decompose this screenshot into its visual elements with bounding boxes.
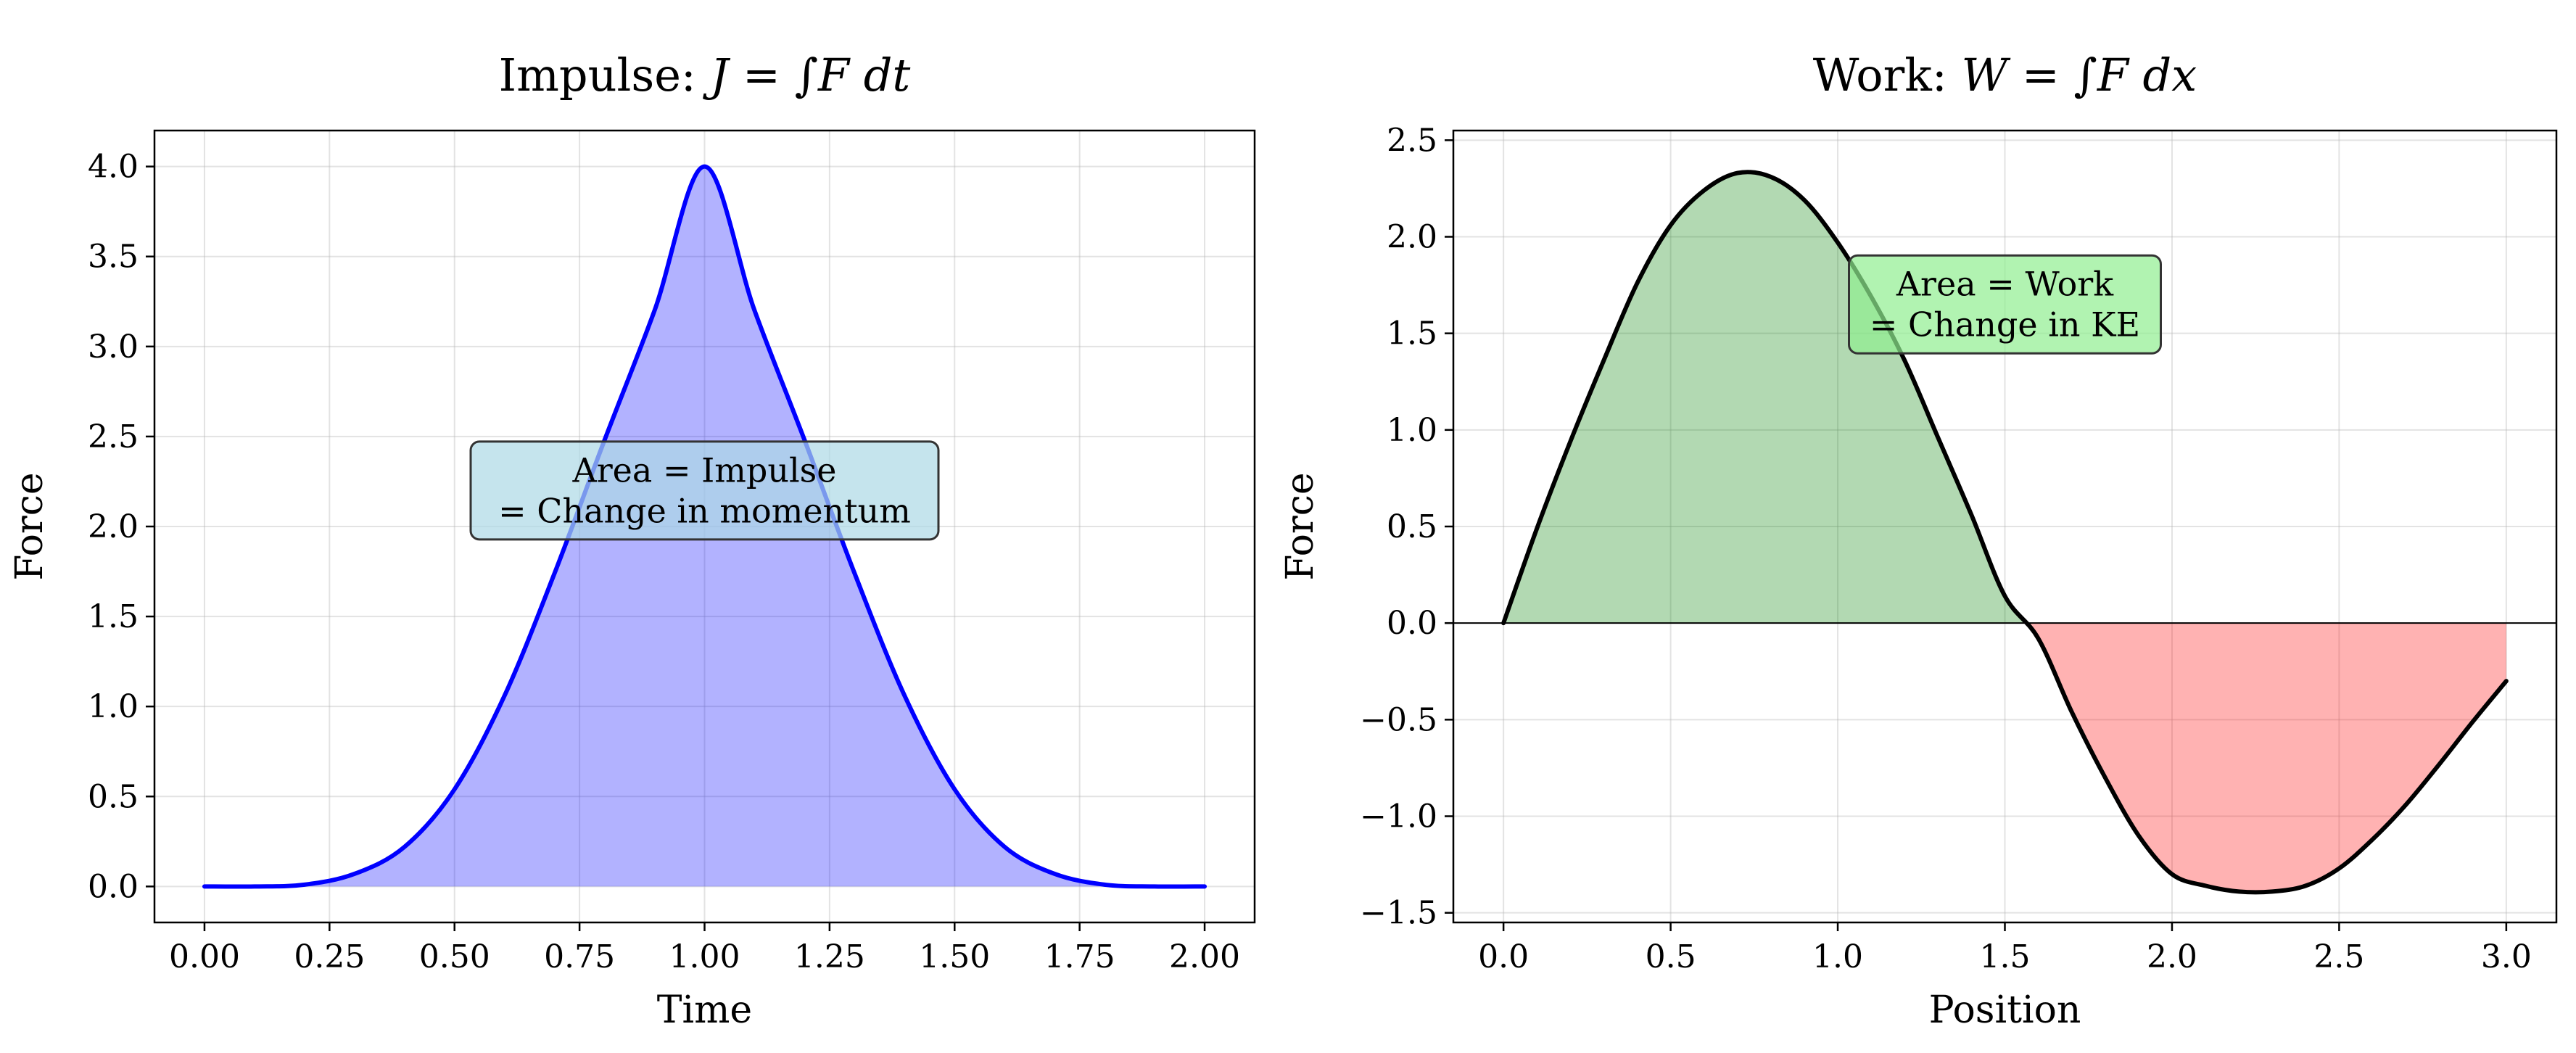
impulse-chart: 0.00 0.25 0.50 0.75 1.00 1.25 1.50 1.75 2.00 0.0 0…: [8, 49, 1256, 1032]
y-tick-label: 3.5: [88, 239, 139, 276]
x-axis-label: Time: [657, 988, 752, 1032]
x-tick-label: 0.0: [1478, 938, 1529, 975]
x-tick-label: 2.5: [2313, 938, 2364, 975]
annotation-text: = Change in momentum: [498, 491, 911, 530]
x-tick-label: 1.75: [1044, 938, 1115, 975]
negative-work-area: [1503, 623, 2506, 893]
x-tick-label: 1.00: [669, 938, 740, 975]
x-tick-label: 0.50: [419, 938, 490, 975]
annotation-text: = Change in KE: [1870, 305, 2140, 344]
x-tick-label: 2.0: [2147, 938, 2197, 975]
x-tick-label: 0.75: [544, 938, 615, 975]
x-tick-label: 3.0: [2481, 938, 2532, 975]
y-tick-label: 2.0: [88, 508, 139, 545]
y-tick-label: 0.0: [88, 868, 139, 905]
annotation-box: [469, 440, 940, 541]
x-tick-label: 0.00: [169, 938, 240, 975]
work-chart: 0.0 0.5 1.0 1.5 2.0 2.5 3.0 −1.5 −1.0 −0.5 0.0 0.5 1…: [1279, 49, 2558, 1032]
annotation: Area = Impulse= Change in momentum: [469, 440, 940, 541]
y-tick-label: 2.0: [1387, 218, 1437, 255]
x-axis-label: Position: [1929, 988, 2081, 1032]
x-tick-label: 0.5: [1646, 938, 1696, 975]
y-tick-label: 0.5: [1387, 508, 1437, 545]
y-axis-label: Force: [1279, 472, 1322, 580]
annotation-text: Area = Work: [1896, 265, 2114, 304]
y-tick-label: −1.5: [1360, 895, 1437, 932]
x-tick-label: 0.25: [294, 938, 365, 975]
annotation: Area = Work= Change in KE: [1848, 254, 2162, 355]
y-tick-label: −0.5: [1360, 701, 1437, 738]
y-tick-label: 4.0: [88, 149, 139, 186]
y-tick-label: 0.5: [88, 778, 139, 815]
y-tick-label: 1.5: [1387, 315, 1437, 352]
chart-title: Work: W = ∫F dx: [1813, 49, 2197, 102]
x-tick-label: 1.5: [1980, 938, 2031, 975]
y-tick-label: 0.0: [1387, 605, 1437, 642]
annotation-box: [1848, 254, 2162, 355]
x-tick-label: 2.00: [1169, 938, 1240, 975]
y-axis-label: Force: [8, 472, 51, 580]
y-tick-label: 2.5: [1387, 122, 1437, 159]
positive-work-area: [1503, 172, 2027, 624]
force-curve: [1501, 170, 2509, 895]
chart-title: Impulse: J = ∫F dt: [499, 49, 911, 102]
force-curve: [202, 164, 1208, 889]
annotation-text: Area = Impulse: [571, 450, 836, 490]
y-tick-label: 3.0: [88, 329, 139, 366]
y-tick-label: 1.0: [88, 688, 139, 725]
x-tick-label: 1.25: [794, 938, 865, 975]
y-tick-label: 1.5: [88, 598, 139, 635]
y-tick-label: 1.0: [1387, 412, 1437, 449]
x-tick-label: 1.0: [1812, 938, 1863, 975]
x-tick-label: 1.50: [919, 938, 990, 975]
y-tick-label: −1.0: [1360, 798, 1437, 835]
y-tick-label: 2.5: [88, 418, 139, 455]
